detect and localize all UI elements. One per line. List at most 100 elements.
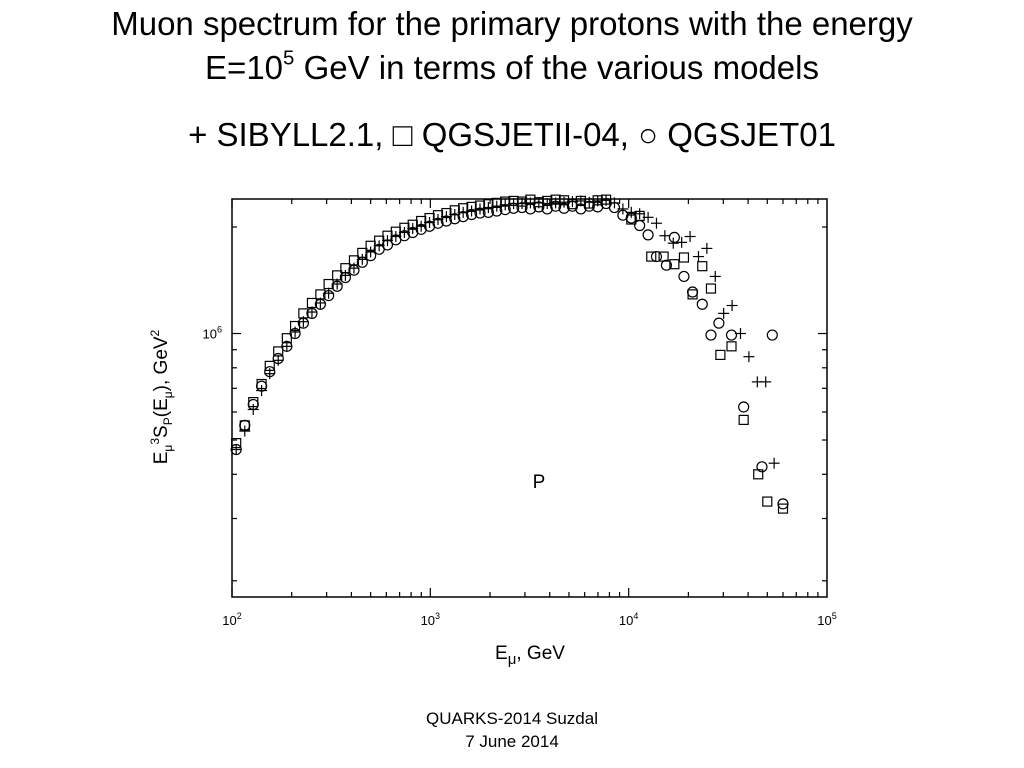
x-tick-label: 103 — [421, 611, 440, 628]
circle-marker — [725, 329, 738, 341]
square-marker — [231, 438, 242, 449]
circle-marker — [247, 398, 259, 411]
square-marker — [762, 496, 773, 507]
circle-marker — [449, 213, 461, 225]
slide-title-line-1: Muon spectrum for the primary protons wi… — [111, 5, 913, 42]
plus-marker — [768, 457, 780, 469]
circle-marker — [239, 419, 251, 431]
footer-date: 7 June 2014 — [465, 732, 559, 751]
circle-marker — [566, 200, 579, 212]
y-axis-label: Eμ3SP(Eμ), GeV2 — [148, 329, 175, 464]
circle-marker — [306, 307, 318, 319]
square-marker — [600, 194, 612, 205]
title-energy-suffix: GeV in terms of the various models — [294, 49, 819, 86]
x-tick-label-base: 10 — [222, 613, 236, 628]
circle-marker — [696, 298, 708, 310]
x-tick-label-exp: 5 — [832, 611, 837, 621]
title-energy-prefix: E=10 — [205, 49, 284, 86]
circle-marker — [491, 205, 503, 217]
circle-marker — [524, 203, 537, 215]
circle-marker — [230, 443, 242, 456]
circle-marker — [264, 366, 276, 378]
x-axis-label-rest: , GeV — [516, 643, 565, 664]
x-tick-label-exp: 3 — [435, 611, 440, 621]
plus-marker — [709, 270, 721, 282]
square-marker — [264, 360, 275, 371]
y-axis-label-part4: ), GeV — [151, 336, 172, 391]
x-tick-label-base: 10 — [421, 613, 435, 628]
circle-marker — [289, 327, 301, 340]
series-qgsjetii-04 — [231, 194, 789, 514]
y-axis-label-part1: E — [151, 452, 172, 465]
plot-frame — [231, 198, 828, 598]
circle-marker — [660, 259, 673, 271]
circle-marker — [348, 264, 360, 276]
plus-marker — [659, 230, 671, 242]
x-tick-label-exp: 4 — [633, 611, 638, 621]
square-marker — [705, 283, 717, 294]
plus-marker — [634, 208, 646, 220]
x-axis-label-sub: μ — [508, 651, 517, 668]
circle-marker — [642, 229, 654, 241]
square-marker — [474, 200, 486, 211]
circle-marker — [381, 239, 394, 251]
x-tick-label-base: 10 — [817, 613, 831, 628]
plus-marker — [230, 444, 242, 456]
circle-marker — [608, 201, 621, 214]
plus-marker — [256, 385, 268, 397]
circle-marker — [457, 211, 469, 223]
y-axis-label-sub1: μ — [161, 445, 175, 452]
circle-marker — [541, 203, 553, 215]
y-tick-label-exp: 6 — [217, 325, 222, 335]
square-marker — [669, 259, 680, 270]
title-energy-exponent: 5 — [283, 46, 295, 70]
y-axis-label-sup1: 3 — [148, 438, 162, 445]
circle-marker — [516, 201, 528, 214]
circle-marker — [575, 203, 587, 215]
circle-marker — [625, 212, 637, 224]
square-marker — [726, 341, 737, 352]
square-marker — [500, 196, 511, 207]
circle-marker — [713, 317, 725, 329]
circle-marker — [297, 317, 309, 329]
circle-marker — [766, 329, 778, 341]
square-marker — [738, 414, 749, 425]
circle-marker — [281, 340, 293, 352]
x-axis-label: Eμ, GeV — [495, 643, 565, 668]
square-marker — [678, 252, 690, 263]
square-marker — [332, 270, 343, 281]
circle-marker — [756, 461, 768, 473]
plus-marker — [667, 237, 679, 249]
circle-marker — [738, 401, 750, 413]
series-sibyll2-1 — [230, 194, 780, 469]
x-tick-label: 102 — [222, 611, 241, 628]
plus-marker — [743, 351, 755, 363]
square-marker — [646, 251, 657, 262]
circle-marker — [323, 289, 335, 302]
square-marker — [399, 222, 410, 233]
plus-marker — [760, 376, 772, 388]
square-marker — [777, 503, 789, 514]
x-tick-label: 104 — [619, 611, 638, 628]
square-marker — [715, 349, 726, 361]
x-tick-label-exp: 2 — [237, 611, 242, 621]
circle-marker — [465, 208, 478, 221]
circle-marker — [331, 280, 343, 292]
circle-marker — [686, 286, 699, 298]
square-marker — [306, 297, 318, 309]
plus-marker — [718, 307, 730, 319]
plus-marker — [676, 236, 688, 248]
chart-annotation: P — [533, 472, 546, 493]
series-qgsjet01 — [230, 197, 789, 510]
circle-marker — [356, 256, 368, 268]
circle-marker — [365, 250, 377, 262]
circle-marker — [272, 352, 284, 365]
y-axis-label-sup4: 2 — [148, 329, 162, 336]
y-axis-label-part3: (E — [151, 398, 172, 417]
plus-marker — [650, 217, 662, 229]
circle-marker — [255, 380, 268, 392]
y-axis-label-sub2: P — [161, 417, 175, 425]
circle-marker — [533, 201, 545, 213]
circle-marker — [668, 231, 680, 243]
